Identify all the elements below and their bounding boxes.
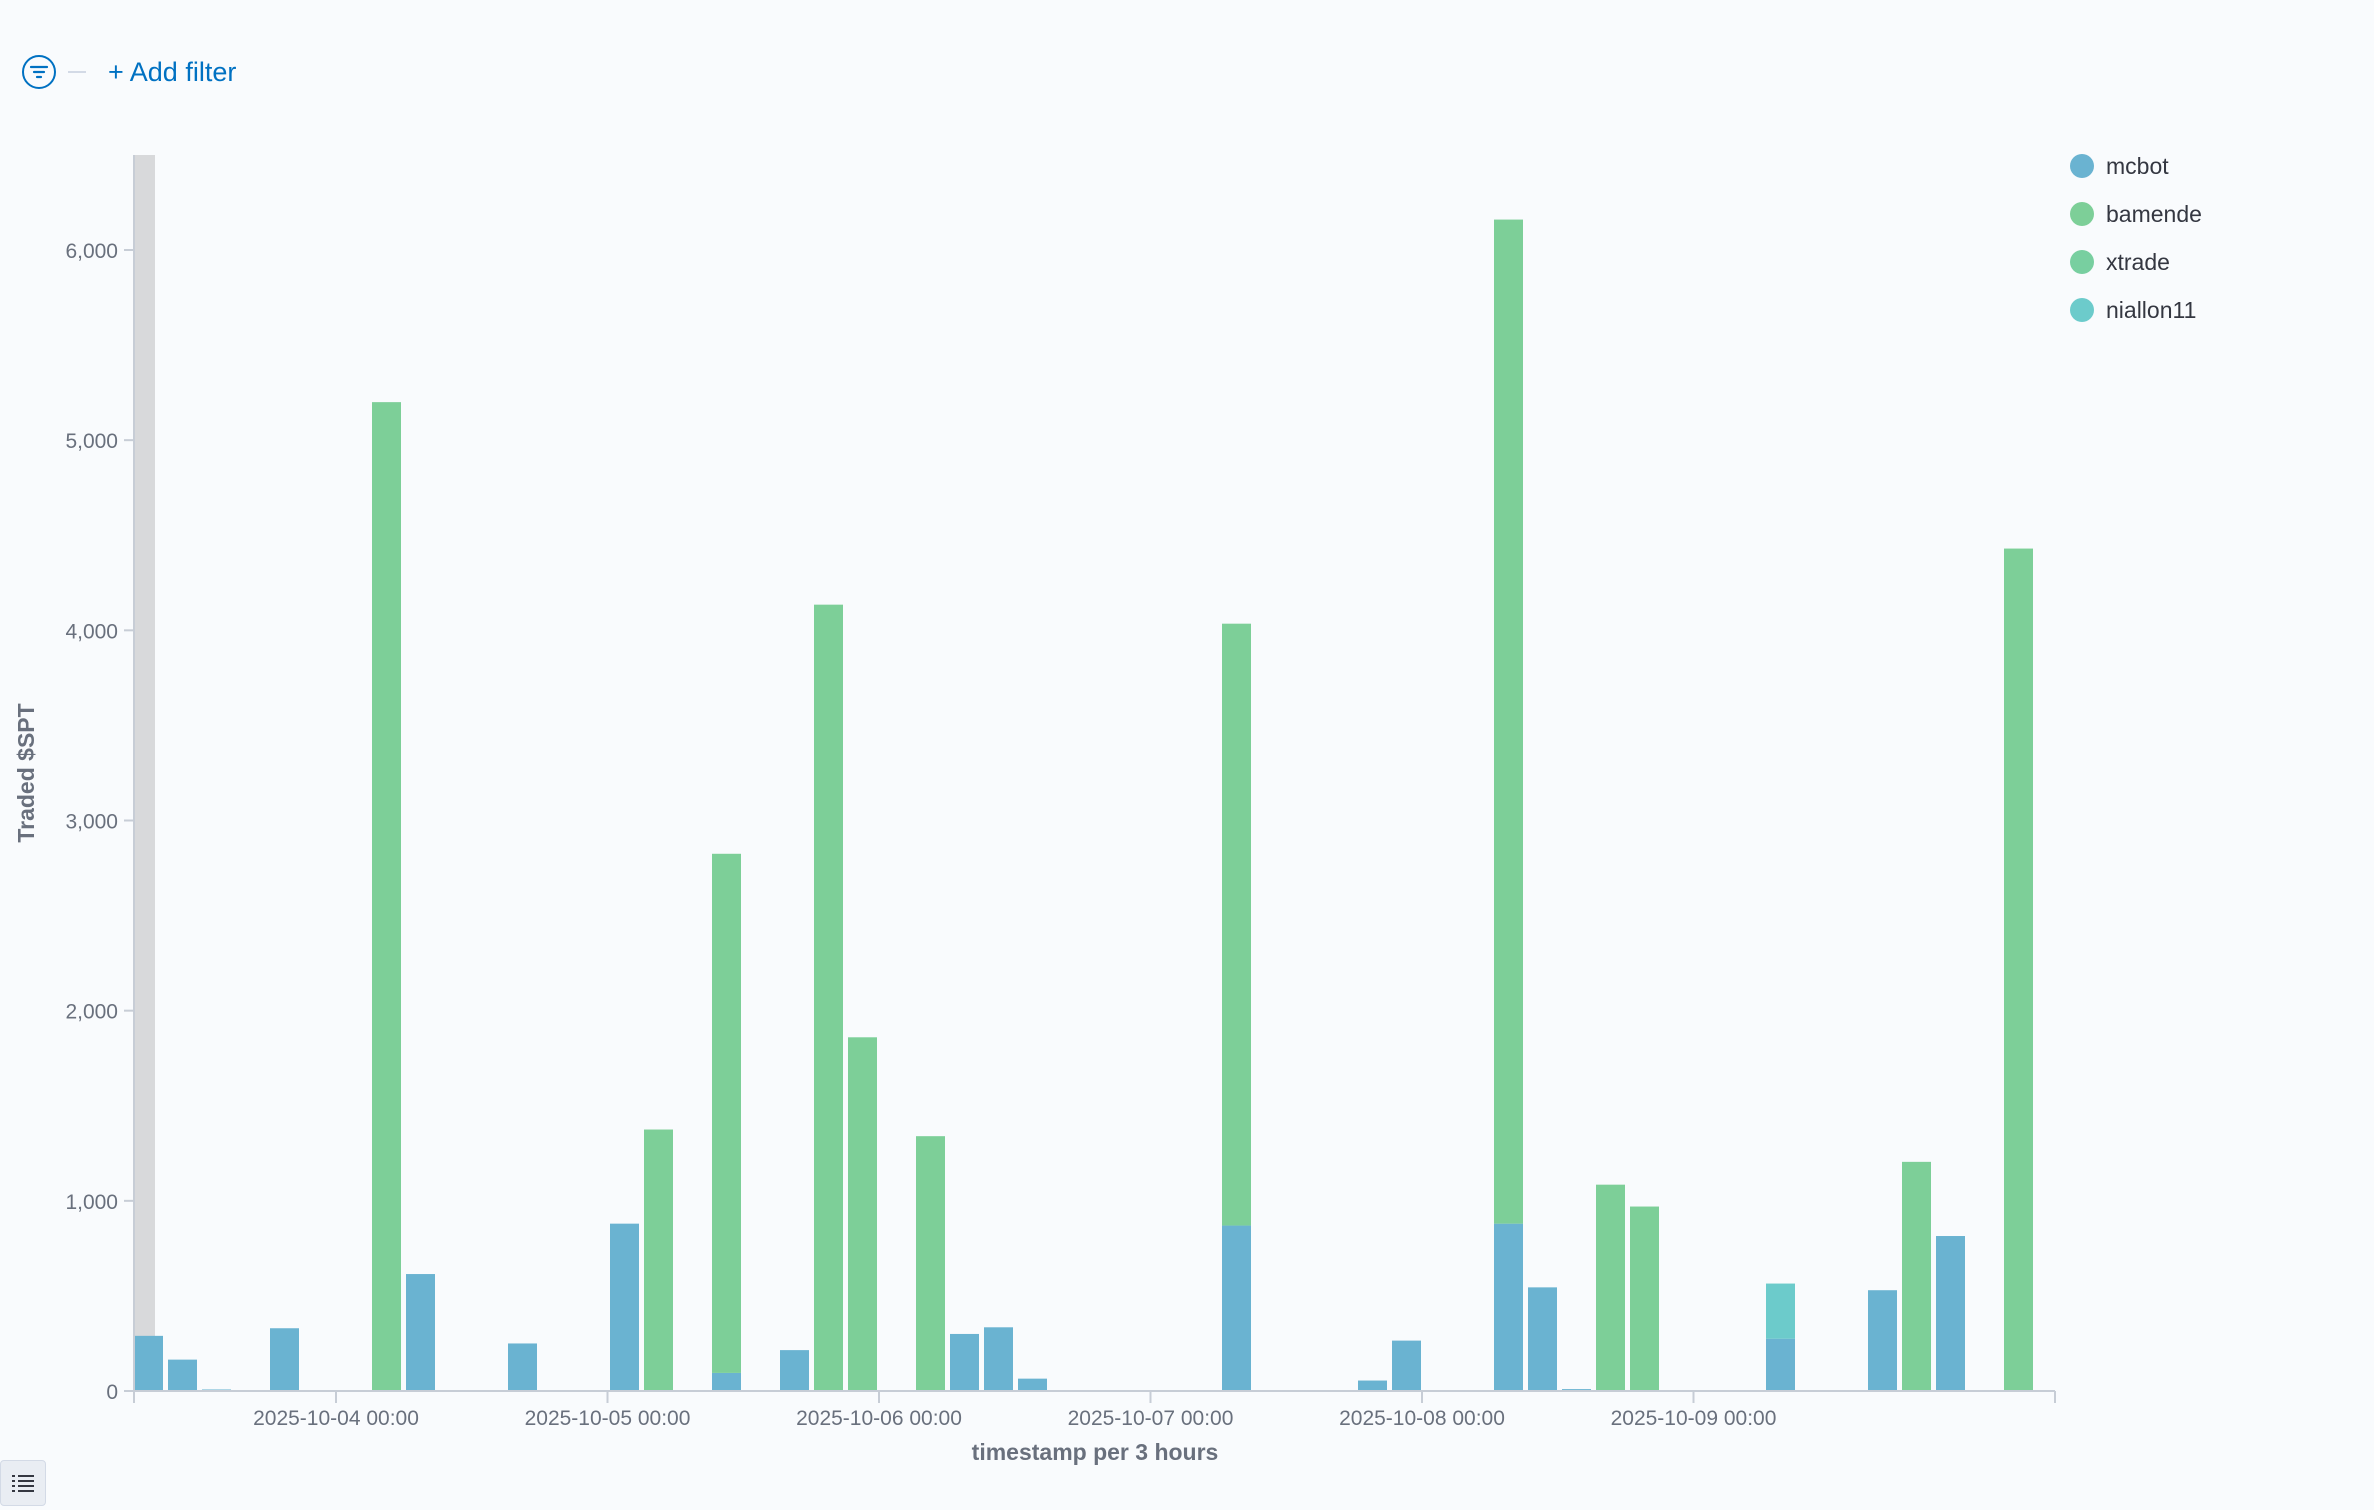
- list-icon: [12, 1475, 34, 1492]
- bar-bamende[interactable]: [1494, 219, 1523, 1224]
- bar-mcbot[interactable]: [134, 1335, 163, 1391]
- legend-item-xtrade[interactable]: xtrade: [2070, 238, 2202, 286]
- y-tick-label: 0: [106, 1381, 118, 1404]
- bar-mcbot[interactable]: [1528, 1287, 1557, 1391]
- filter-separator: [68, 71, 86, 73]
- y-tick-label: 1,000: [65, 1191, 118, 1214]
- bar-bamende[interactable]: [848, 1037, 877, 1391]
- bar-bamende[interactable]: [2004, 548, 2033, 1391]
- bar-bamende[interactable]: [372, 402, 401, 1392]
- bar-mcbot[interactable]: [950, 1333, 979, 1391]
- y-tick-label: 6,000: [65, 240, 118, 263]
- y-axis-title: Traded $SPT: [13, 703, 39, 842]
- legend-dot-mcbot: [2070, 154, 2094, 178]
- bars-layer: [134, 219, 2033, 1392]
- x-axis-title: timestamp per 3 hours: [972, 1439, 1219, 1465]
- bar-mcbot[interactable]: [1494, 1223, 1523, 1391]
- x-tick-label: 2025-10-05 00:00: [525, 1407, 691, 1430]
- bar-bamende[interactable]: [814, 604, 843, 1391]
- bar-bamende[interactable]: [1902, 1161, 1931, 1391]
- y-tick-label: 4,000: [65, 620, 118, 643]
- legend-dot-niallon11: [2070, 298, 2094, 322]
- legend-item-niallon11[interactable]: niallon11: [2070, 286, 2202, 334]
- legend-item-bamende[interactable]: bamende: [2070, 190, 2202, 238]
- filter-icon[interactable]: [22, 55, 56, 89]
- y-tick-label: 2,000: [65, 1001, 118, 1024]
- bar-mcbot[interactable]: [780, 1350, 809, 1391]
- bar-mcbot[interactable]: [610, 1223, 639, 1391]
- bar-mcbot[interactable]: [406, 1274, 435, 1391]
- bar-mcbot[interactable]: [984, 1327, 1013, 1391]
- y-axis-ticks: 0 1,000 2,000 3,000 4,000 5,000 6,000: [65, 240, 134, 1404]
- legend-dot-bamende: [2070, 202, 2094, 226]
- filter-bar: + Add filter: [22, 52, 236, 92]
- x-tick-label: 2025-10-06 00:00: [796, 1407, 962, 1430]
- y-tick-label: 5,000: [65, 430, 118, 453]
- bar-mcbot[interactable]: [712, 1372, 741, 1391]
- y-tick-label: 3,000: [65, 811, 118, 834]
- bar-bamende[interactable]: [1630, 1206, 1659, 1391]
- bar-mcbot[interactable]: [270, 1328, 299, 1391]
- bar-bamende[interactable]: [644, 1129, 673, 1391]
- bar-mcbot[interactable]: [508, 1343, 537, 1391]
- legend-dot-xtrade: [2070, 250, 2094, 274]
- bar-bamende[interactable]: [1222, 623, 1251, 1226]
- bar-mcbot[interactable]: [1766, 1338, 1795, 1391]
- x-tick-label: 2025-10-07 00:00: [1068, 1407, 1234, 1430]
- bar-bamende[interactable]: [1596, 1184, 1625, 1391]
- legend-label: niallon11: [2106, 296, 2197, 323]
- x-tick-label: 2025-10-08 00:00: [1339, 1407, 1505, 1430]
- legend-label: mcbot: [2106, 152, 2169, 179]
- bar-mcbot[interactable]: [168, 1359, 197, 1391]
- x-tick-label: 2025-10-09 00:00: [1611, 1407, 1777, 1430]
- x-tick-label: 2025-10-04 00:00: [253, 1407, 419, 1430]
- add-filter-button[interactable]: + Add filter: [108, 56, 237, 87]
- bar-mcbot[interactable]: [1936, 1236, 1965, 1391]
- bar-mcbot[interactable]: [1018, 1378, 1047, 1391]
- time-selection-band[interactable]: [134, 155, 155, 1391]
- legend-label: xtrade: [2106, 248, 2170, 275]
- bar-mcbot[interactable]: [1358, 1380, 1387, 1391]
- bar-bamende[interactable]: [916, 1136, 945, 1391]
- bar-bamende[interactable]: [712, 853, 741, 1373]
- bar-mcbot[interactable]: [1222, 1225, 1251, 1391]
- bar-mcbot[interactable]: [1392, 1340, 1421, 1391]
- bar-mcbot[interactable]: [1868, 1290, 1897, 1391]
- chart-legend: mcbot bamende xtrade niallon11: [2070, 142, 2202, 334]
- legend-item-mcbot[interactable]: mcbot: [2070, 142, 2202, 190]
- legend-label: bamende: [2106, 200, 2202, 227]
- bar-niallon11[interactable]: [1766, 1283, 1795, 1339]
- x-axis-ticks: 2025-10-04 00:00 2025-10-05 00:00 2025-10-…: [133, 1391, 2056, 1430]
- legend-toggle-button[interactable]: [0, 1460, 46, 1506]
